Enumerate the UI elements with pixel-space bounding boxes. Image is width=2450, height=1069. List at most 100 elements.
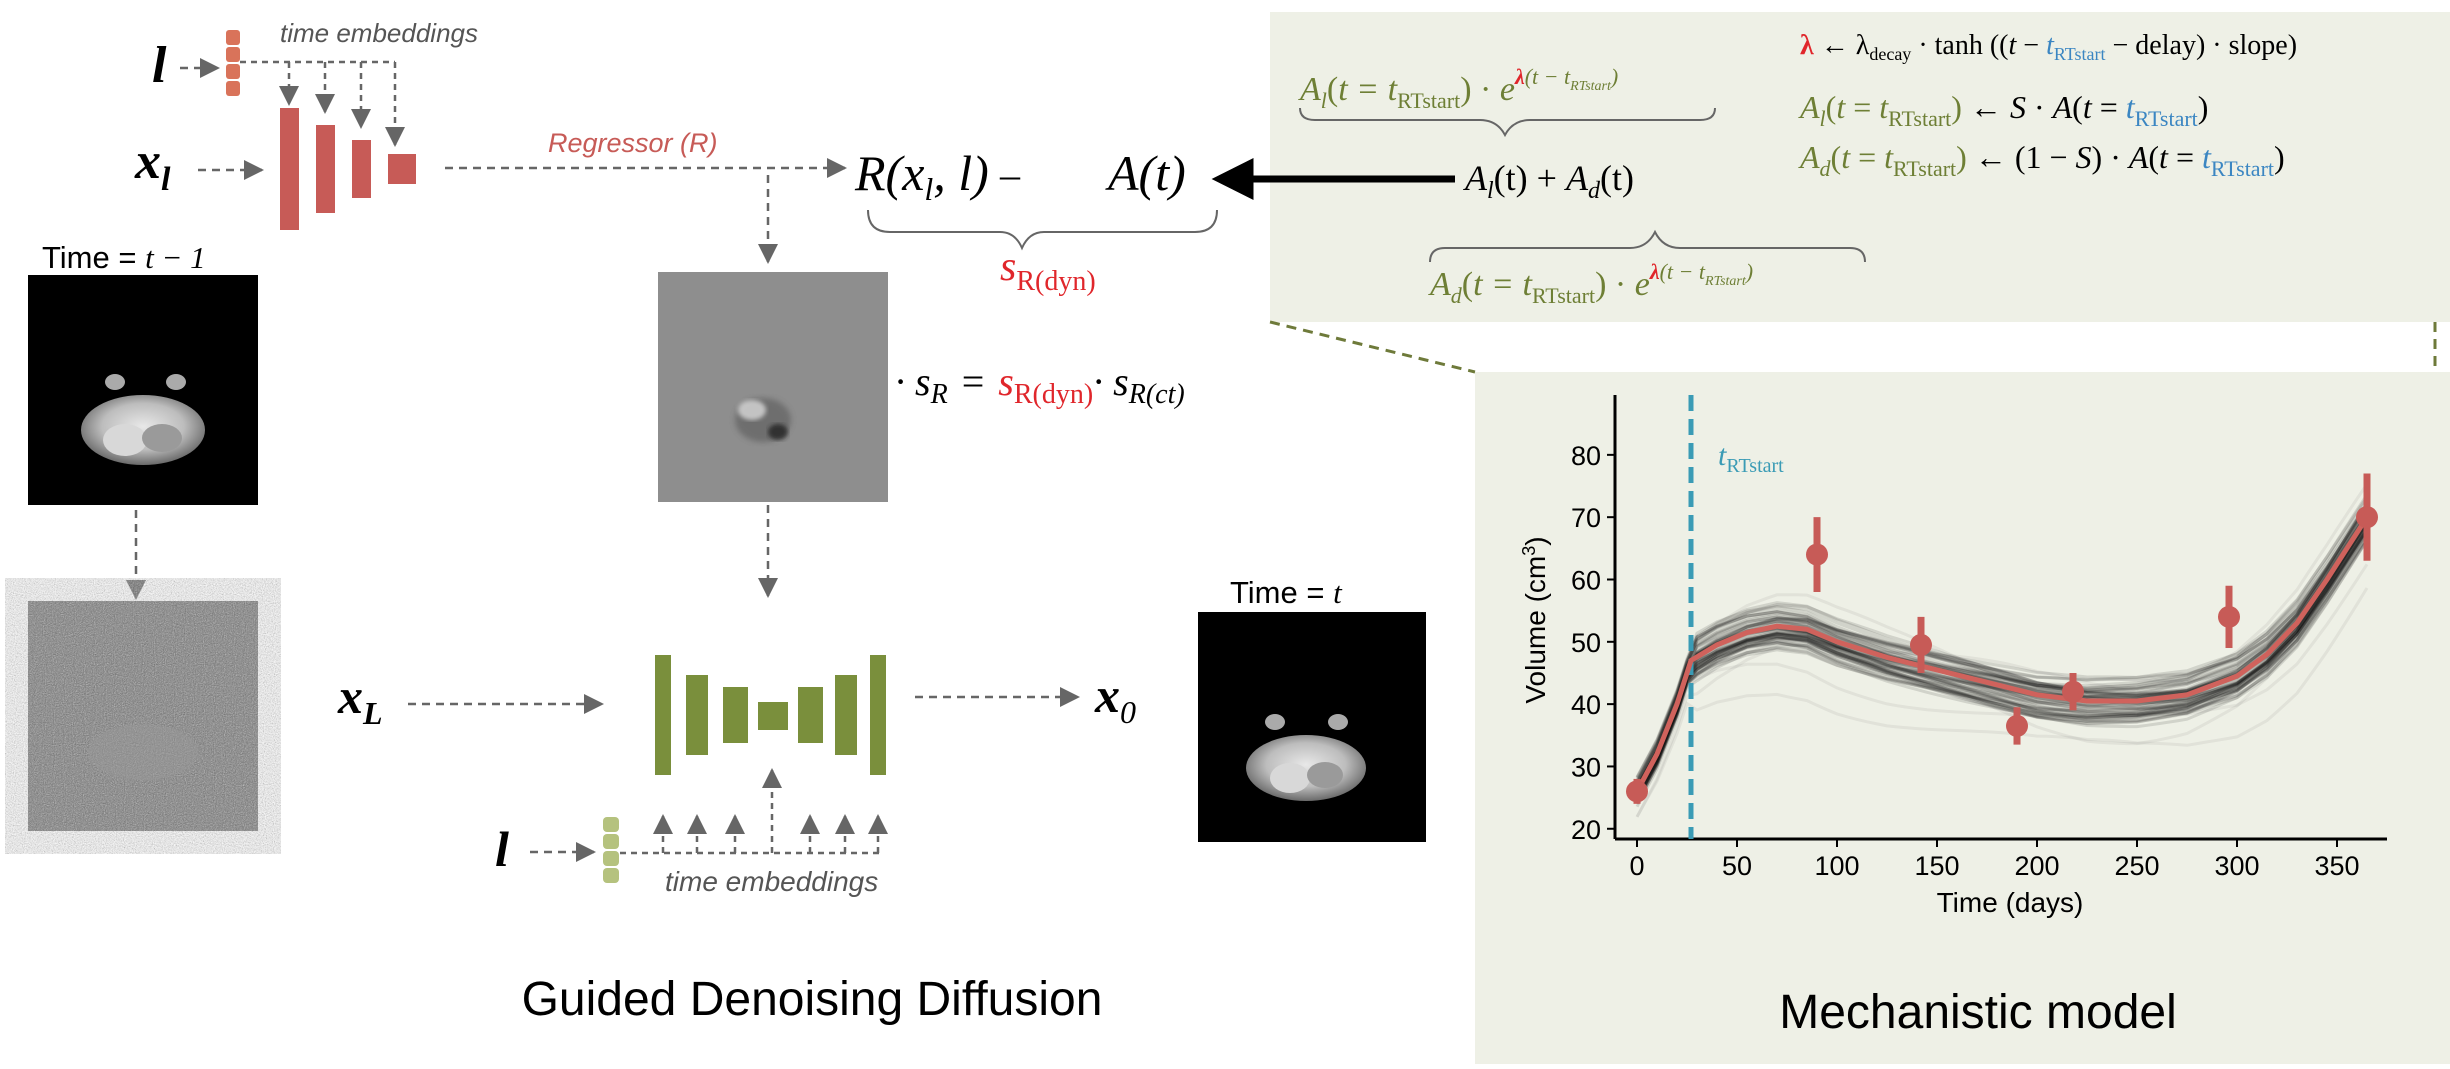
posterior-sample-line: [1635, 493, 2369, 785]
x-tick-label: 300: [2214, 851, 2259, 881]
s-R-equation: · sR = sR(dyn)· sR(ct): [895, 359, 1185, 410]
volume-chart: 20 30 40 50 60 70 80 0 50 100 150 200 250 300 350: [1571, 395, 2387, 881]
observation-point: [1626, 780, 1648, 803]
Al-brace: [1299, 107, 1716, 138]
svg-text:Ad(t = tRTstart) ← (1 − S) · A: Ad(t = tRTstart) ← (1 − S) · A(t = tRTst…: [1798, 139, 2285, 181]
caption-guided-denoising: Guided Denoising Diffusion: [522, 973, 1103, 1026]
fit-curve: [1634, 515, 2370, 793]
posterior-sample-line: [1635, 539, 2369, 800]
y-tick-label: 30: [1571, 752, 1601, 782]
rtstart-label: tRTstart: [1718, 439, 1784, 477]
posterior-sample-line: [1635, 516, 2369, 797]
regressor-expression: R(xl, l): [854, 145, 989, 207]
posterior-sample-line: [1635, 522, 2369, 792]
posterior-sample-line: [1635, 515, 2369, 788]
posterior-sample-line: [1635, 532, 2369, 802]
x-tick-label: 50: [1722, 851, 1752, 881]
x-tick-label: 0: [1629, 851, 1644, 881]
posterior-sample-line: [1635, 521, 2369, 791]
s-dyn-label: sR(dyn): [1000, 244, 1096, 297]
panel-connector-left: [1269, 320, 1476, 374]
posterior-sample-line: [1635, 495, 2369, 783]
posterior-sample-line: [1635, 526, 2369, 790]
x-tick-label: 150: [1914, 851, 1959, 881]
Ad-brace: [1429, 229, 1866, 263]
observation-point: [2006, 714, 2028, 737]
posterior-sample-line: [1635, 503, 2369, 791]
y-tick-label: 70: [1571, 503, 1601, 533]
posterior-sample-line: [1635, 502, 2369, 778]
posterior-sample-line: [1635, 524, 2369, 804]
posterior-sample-line: [1635, 529, 2369, 799]
posterior-sample-line: [1635, 502, 2369, 789]
x-L-label: xL: [337, 668, 383, 731]
y-tick-label: 50: [1571, 628, 1601, 658]
posterior-sample-line: [1635, 528, 2369, 804]
noisy-image: [28, 601, 258, 831]
l-bottom-label: l: [495, 821, 509, 877]
x-tick-label: 250: [2114, 851, 2159, 881]
posterior-sample-line: [1635, 518, 2369, 801]
posterior-sample-line: [1635, 525, 2369, 818]
l-top-label: l: [152, 37, 167, 94]
posterior-sample-line: [1635, 527, 2369, 798]
time-t-label: Time = t: [1230, 575, 1343, 610]
posterior-sample-line: [1635, 529, 2369, 800]
posterior-sample-line: [1635, 483, 2369, 789]
observation-point: [2356, 506, 2378, 529]
posterior-sample-line: [1635, 519, 2369, 796]
posterior-sample-line: [1635, 513, 2369, 791]
Ad-equation: Ad(t = tRTstart) ← (1 − S) · A(t = tRTst…: [1798, 139, 2285, 181]
y-tick-label: 20: [1571, 815, 1601, 845]
posterior-sample-line: [1635, 531, 2369, 795]
posterior-sample-line: [1635, 521, 2369, 801]
Al-decay-formula: Al(t = tRTstart) · eλ(t − tRTstart): [1298, 64, 1618, 113]
observation-point: [1806, 543, 1828, 566]
mri-image-t: [1198, 612, 1426, 842]
posterior-sample-line: [1635, 520, 2369, 794]
posterior-sample-line: [1635, 538, 2369, 802]
posterior-sample-line: [1635, 507, 2369, 783]
posterior-sample-line: [1635, 522, 2369, 799]
posterior-sample-line: [1635, 535, 2369, 800]
x-l-label: xl: [134, 133, 171, 198]
chart-panel: [1475, 372, 2450, 1064]
time-embedding-arrows-top: [240, 60, 405, 147]
posterior-sample-line: [1635, 513, 2369, 785]
posterior-sample-line: [1635, 530, 2369, 803]
regressor-label: Regressor (R): [548, 128, 718, 158]
lambda-equation: λ ← λdecay · tanh ((t − tRTstart − delay…: [1800, 30, 2297, 64]
chart-ylabel: Volume (cm3): [1519, 536, 1551, 703]
observation-point: [2062, 680, 2084, 703]
observation-point: [2218, 605, 2240, 628]
posterior-sample-line: [1635, 516, 2369, 792]
posterior-sample-line: [1635, 515, 2369, 785]
x-tick-label: 350: [2314, 851, 2359, 881]
posterior-sample-line: [1635, 587, 2369, 818]
time-embeddings-top-label: time embeddings: [280, 18, 478, 48]
formula-panel: [1270, 12, 2450, 322]
x-tick-label: 100: [1814, 851, 1859, 881]
mri-image-t-minus-1: [28, 275, 258, 505]
posterior-sample-line: [1635, 503, 2369, 792]
x-0-label: x0: [1094, 667, 1136, 730]
posterior-sample-line: [1635, 528, 2369, 794]
posterior-sample-line: [1635, 530, 2369, 808]
observation-point: [1910, 633, 1932, 656]
posterior-sample-line: [1635, 563, 2369, 801]
posterior-sample-line: [1635, 499, 2369, 785]
denoising-unet: [655, 655, 886, 775]
caption-mechanistic-model: Mechanistic model: [1779, 986, 2177, 1039]
posterior-sample-line: [1635, 527, 2369, 801]
posterior-sample-line: [1635, 504, 2369, 779]
posterior-sample-line: [1635, 537, 2369, 798]
minus-sign: –: [999, 152, 1021, 197]
residual-image: [658, 272, 888, 502]
posterior-sample-line: [1635, 525, 2369, 805]
posterior-sample-line: [1635, 527, 2369, 801]
time-embeddings-bottom-label: time embeddings: [665, 866, 878, 897]
posterior-sample-line: [1635, 536, 2369, 798]
time-t-minus-1-label: Time = t − 1: [42, 240, 206, 275]
posterior-sample-line: [1635, 506, 2369, 782]
